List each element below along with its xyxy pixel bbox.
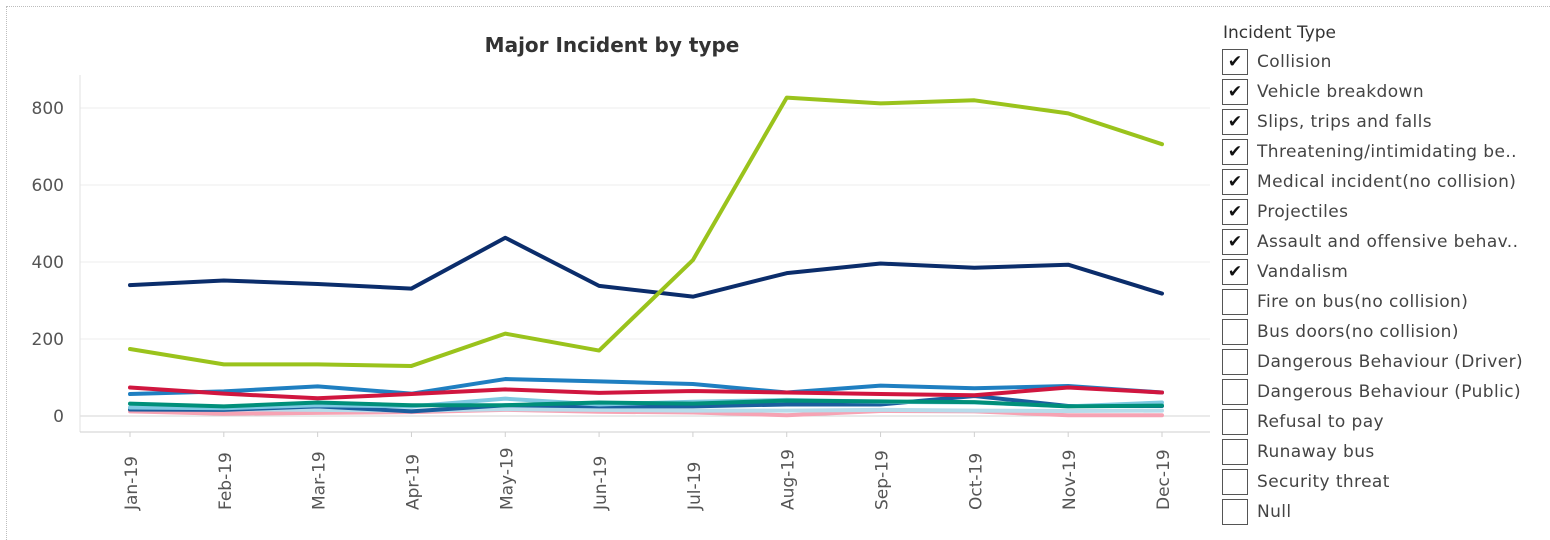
y-tick-label: 400 — [32, 253, 64, 273]
legend-item-label: Null — [1257, 502, 1292, 522]
filter-checkbox[interactable]: ✔ — [1222, 259, 1248, 285]
legend-item-label: Fire on bus(no collision) — [1257, 292, 1469, 312]
x-tick-label: Dec-19 — [1154, 449, 1174, 510]
legend-item-label: Collision — [1257, 52, 1332, 72]
series-line — [128, 385, 1164, 401]
x-tick-label: Aug-19 — [779, 449, 799, 510]
x-tick-label: Jun-19 — [591, 456, 611, 511]
legend-item[interactable]: Security threat — [1222, 467, 1550, 497]
x-tick-label: May-19 — [497, 447, 517, 510]
legend-item-label: Vehicle breakdown — [1257, 82, 1424, 102]
chart-title: Major Incident by type — [485, 33, 740, 57]
legend-item[interactable]: ✔ Vehicle breakdown — [1222, 77, 1550, 107]
filter-checkbox[interactable] — [1222, 319, 1248, 345]
filter-checkbox[interactable]: ✔ — [1222, 139, 1248, 165]
y-tick-label: 800 — [32, 99, 64, 119]
series-line — [128, 235, 1164, 299]
legend-item[interactable]: ✔ Projectiles — [1222, 197, 1550, 227]
filter-checkbox[interactable] — [1222, 499, 1248, 525]
filter-checkbox[interactable]: ✔ — [1222, 169, 1248, 195]
legend-item-label: Medical incident(no collision) — [1257, 172, 1517, 192]
legend-item-label: Refusal to pay — [1257, 412, 1385, 432]
legend-item[interactable]: Dangerous Behaviour (Public) — [1222, 377, 1550, 407]
legend-title: Incident Type — [1223, 23, 1336, 43]
legend-item[interactable]: ✔ Vandalism — [1222, 257, 1550, 287]
y-tick-label: 0 — [53, 407, 64, 427]
filter-checkbox[interactable] — [1222, 439, 1248, 465]
x-tick-label: Apr-19 — [403, 454, 423, 510]
legend-item[interactable]: Dangerous Behaviour (Driver) — [1222, 347, 1550, 377]
legend-item[interactable]: Fire on bus(no collision) — [1222, 287, 1550, 317]
line-chart: Major Incident by type 0 200 400 600 800 Jan-… — [32, 33, 1210, 511]
x-tick-label: Sep-19 — [873, 450, 893, 510]
filter-checkbox[interactable] — [1222, 409, 1248, 435]
legend-item-label: Vandalism — [1257, 262, 1349, 282]
legend-item-label: Projectiles — [1257, 202, 1349, 222]
x-tick-label: Mar-19 — [310, 451, 330, 510]
legend-item-label: Runaway bus — [1257, 442, 1375, 462]
x-tick-label: Feb-19 — [216, 452, 236, 510]
series-line — [128, 95, 1164, 368]
filter-checkbox[interactable] — [1222, 379, 1248, 405]
legend-item-label: Security threat — [1257, 472, 1390, 492]
legend-item[interactable]: Null — [1222, 497, 1550, 527]
x-tick-label: Oct-19 — [966, 453, 986, 510]
filter-checkbox[interactable]: ✔ — [1222, 79, 1248, 105]
series-line — [128, 398, 1164, 409]
legend-item[interactable]: ✔ Assault and offensive behav.. — [1222, 227, 1550, 257]
incident-type-filter: Incident Type ✔ Collision ✔ Vehicle breakdo… — [1222, 20, 1550, 527]
legend-item-label: Threatening/intimidating be.. — [1257, 142, 1517, 162]
legend-item-label: Assault and offensive behav.. — [1257, 232, 1519, 252]
series-line — [128, 377, 1164, 397]
filter-checkbox[interactable] — [1222, 469, 1248, 495]
legend-item[interactable]: Runaway bus — [1222, 437, 1550, 467]
y-tick-label: 600 — [32, 176, 64, 196]
x-tick-label: Nov-19 — [1060, 450, 1080, 511]
filter-checkbox[interactable]: ✔ — [1222, 229, 1248, 255]
legend-item-label: Slips, trips and falls — [1257, 112, 1433, 132]
legend-item-label: Dangerous Behaviour (Driver) — [1257, 352, 1524, 372]
legend-item[interactable]: ✔ Medical incident(no collision) — [1222, 167, 1550, 197]
filter-checkbox[interactable] — [1222, 349, 1248, 375]
y-tick-label: 200 — [32, 330, 64, 350]
filter-checkbox[interactable]: ✔ — [1222, 49, 1248, 75]
filter-checkbox[interactable]: ✔ — [1222, 199, 1248, 225]
dashboard-frame — [6, 6, 1550, 540]
legend-item[interactable]: Refusal to pay — [1222, 407, 1550, 437]
filter-checkbox[interactable] — [1222, 289, 1248, 315]
legend-item-label: Bus doors(no collision) — [1257, 322, 1459, 342]
legend-item[interactable]: ✔ Slips, trips and falls — [1222, 107, 1550, 137]
series-line — [128, 406, 1164, 413]
legend-item[interactable]: ✔ Collision — [1222, 47, 1550, 77]
x-tick-label: Jan-19 — [122, 456, 142, 511]
filter-checkbox[interactable]: ✔ — [1222, 109, 1248, 135]
legend-item[interactable]: ✔ Threatening/intimidating be.. — [1222, 137, 1550, 167]
x-tick-label: Jul-19 — [685, 462, 705, 511]
legend-item-label: Dangerous Behaviour (Public) — [1257, 382, 1522, 402]
legend-item[interactable]: Bus doors(no collision) — [1222, 317, 1550, 347]
